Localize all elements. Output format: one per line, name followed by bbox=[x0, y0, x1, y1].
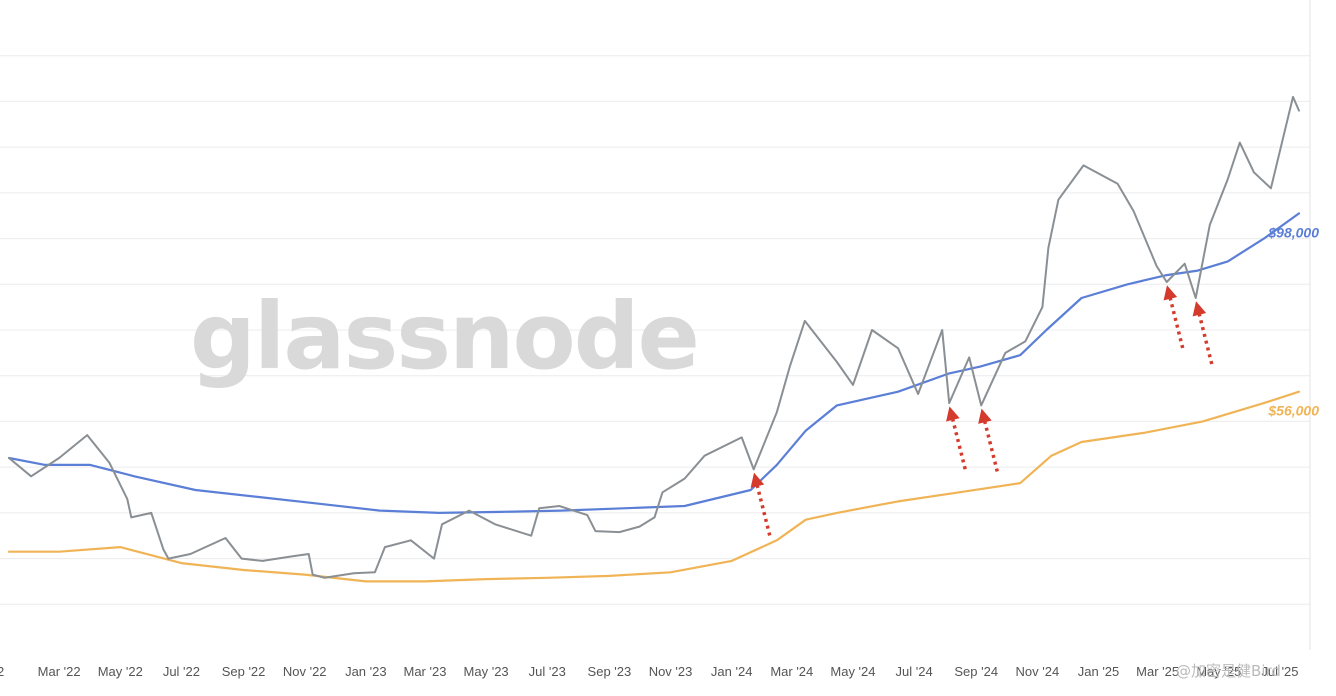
x-tick-label: Jan '25 bbox=[1078, 664, 1120, 679]
red-arrow-annotation bbox=[946, 406, 967, 470]
series-line-price bbox=[8, 95, 1300, 579]
x-tick-label: Nov '24 bbox=[1016, 664, 1060, 679]
x-tick-label: May '23 bbox=[464, 664, 509, 679]
x-tick-label: May '25 bbox=[1196, 664, 1241, 679]
red-arrow-annotation bbox=[1192, 301, 1214, 365]
red-arrow-annotation bbox=[978, 408, 999, 472]
red-arrow-annotation bbox=[750, 472, 772, 536]
labels-layer: $98,000 $56,000 bbox=[1267, 224, 1319, 418]
series-line-long_term_holder_cost_basis bbox=[7, 390, 1301, 583]
x-tick-label: Jul '22 bbox=[163, 664, 200, 679]
x-tick-label: May '24 bbox=[830, 664, 875, 679]
x-tick-label: Sep '22 bbox=[222, 664, 266, 679]
x-tick-label: Jul '24 bbox=[896, 664, 933, 679]
end-label-long_term_holder_cost_basis: $56,000 bbox=[1267, 403, 1319, 419]
x-tick-label: Jul '25 bbox=[1261, 664, 1298, 679]
annotation-layer bbox=[750, 285, 1214, 536]
x-tick-label: Jan '23 bbox=[345, 664, 387, 679]
x-tick-label: Mar '23 bbox=[403, 664, 446, 679]
x-tick-label: Nov '23 bbox=[649, 664, 693, 679]
x-tick-label: Jul '23 bbox=[529, 664, 566, 679]
x-tick-label: May '22 bbox=[98, 664, 143, 679]
x-tick-label: Mar '25 bbox=[1136, 664, 1179, 679]
credit-text: @加密是健Bird bbox=[1176, 662, 1281, 680]
end-label-short_term_holder_cost_basis: $98,000 bbox=[1267, 224, 1319, 240]
x-axis: 2 Mar '22 May '22 Jul '22 Sep '22 Nov '22 Jan … bbox=[0, 664, 1299, 679]
series-layer bbox=[7, 95, 1301, 583]
x-tick-label: Jan '24 bbox=[711, 664, 753, 679]
red-arrow-annotation bbox=[1163, 285, 1185, 349]
gridlines bbox=[0, 0, 1311, 650]
x-tick-label: Sep '24 bbox=[954, 664, 998, 679]
x-tick-label: Mar '24 bbox=[770, 664, 813, 679]
x-tick-label: Sep '23 bbox=[588, 664, 632, 679]
series-line-short_term_holder_cost_basis bbox=[7, 212, 1301, 515]
x-tick-label: Nov '22 bbox=[283, 664, 327, 679]
watermark-text: glassnode bbox=[190, 283, 698, 390]
x-tick-label: Mar '22 bbox=[38, 664, 81, 679]
x-tick-label: 2 bbox=[0, 664, 4, 679]
